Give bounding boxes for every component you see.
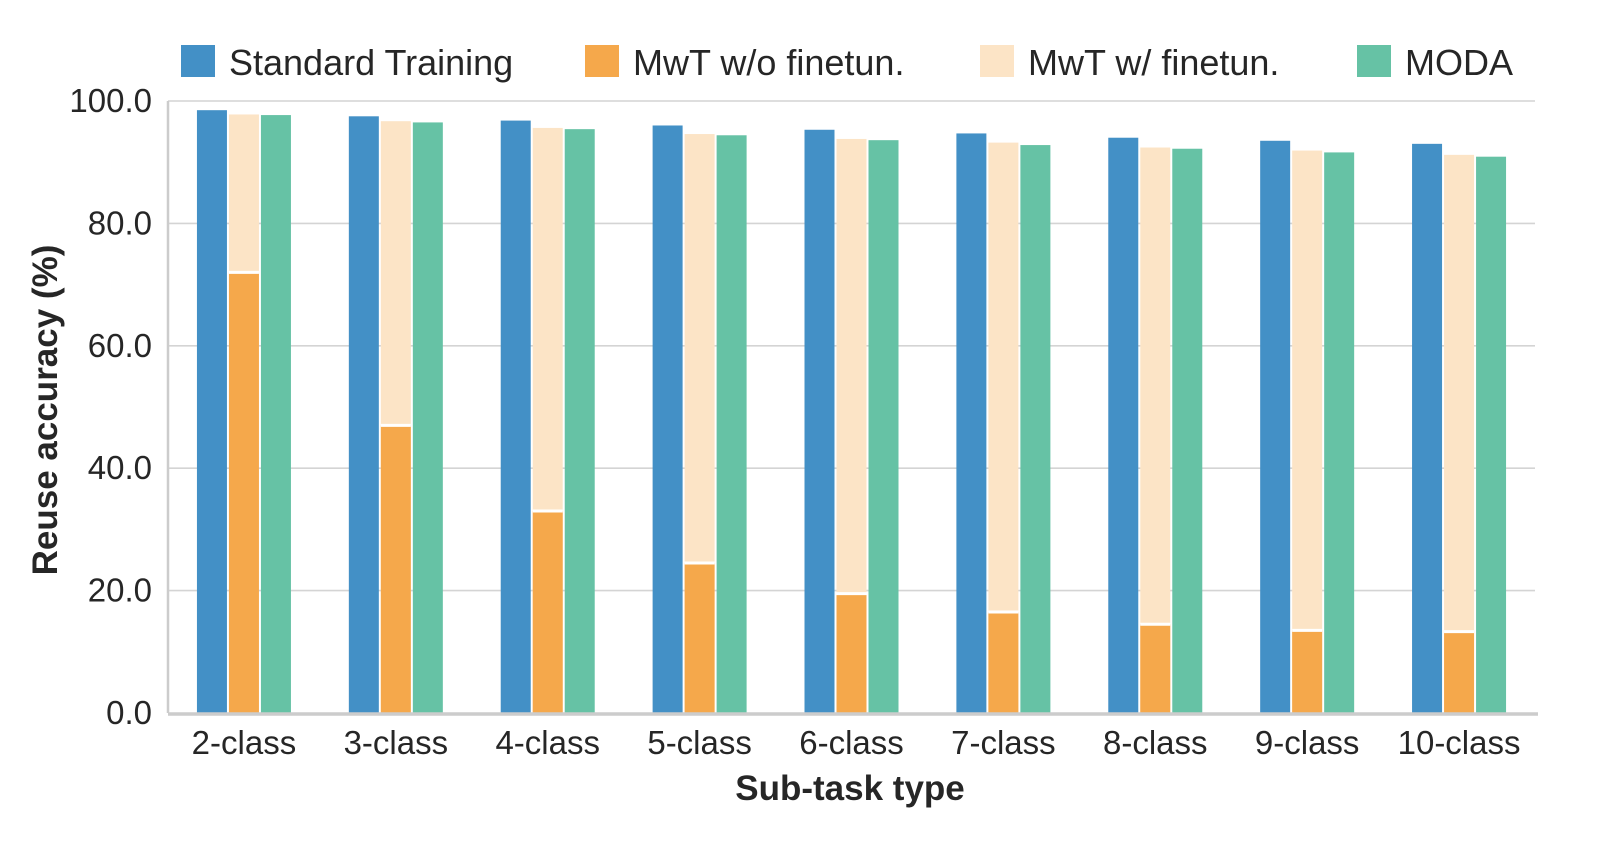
legend-label: MwT w/o finetun. (633, 42, 904, 83)
legend-item: MwT w/ finetun. (980, 42, 1279, 83)
bar-mwt-without-finetuning (988, 612, 1019, 713)
bar-standard-training (804, 129, 835, 713)
legend-label: MwT w/ finetun. (1028, 42, 1279, 83)
bar-moda (868, 140, 899, 714)
bar-moda (1020, 145, 1051, 714)
bar-mwt-without-finetuning (532, 511, 563, 713)
legend-item: MwT w/o finetun. (585, 42, 904, 83)
x-tick-label: 2-class (192, 724, 297, 761)
bar-mwt-without-finetuning (1140, 624, 1171, 713)
bar-group (348, 116, 443, 714)
y-tick-label: 40.0 (88, 449, 152, 486)
bar-moda (564, 129, 595, 714)
bar-group (1260, 140, 1355, 713)
bar-group (196, 110, 291, 714)
bar-standard-training (500, 120, 531, 714)
bar-group (500, 120, 595, 714)
bar-moda (1172, 148, 1203, 714)
bar-moda (260, 115, 291, 714)
bar-mwt-without-finetuning (380, 425, 411, 713)
legend-swatch (181, 45, 215, 77)
bar-mwt-with-finetuning (1292, 150, 1323, 713)
bar-moda (1476, 156, 1507, 713)
legend-swatch (585, 45, 619, 77)
legend-swatch (980, 45, 1014, 77)
bar-mwt-with-finetuning (1444, 154, 1475, 713)
bar-moda (1324, 152, 1355, 713)
bar-group (1412, 143, 1507, 714)
x-tick-label: 4-class (495, 724, 600, 761)
bar-group (652, 125, 747, 714)
x-axis-title: Sub-task type (735, 769, 965, 808)
x-tick-label: 5-class (647, 724, 752, 761)
bars (196, 110, 1507, 714)
y-tick-label: 0.0 (106, 694, 152, 731)
x-tick-label: 8-class (1103, 724, 1208, 761)
axes: 0.0 20.0 40.0 60.0 80.0 100.0 2-class 3-class 4-… (69, 82, 1538, 761)
bar-group (956, 133, 1051, 714)
bar-mwt-without-finetuning (1292, 630, 1323, 713)
bar-standard-training (1260, 140, 1291, 713)
bar-standard-training (652, 125, 683, 714)
x-tick-label: 3-class (344, 724, 449, 761)
legend-item: Standard Training (181, 42, 513, 83)
x-tick-label: 7-class (951, 724, 1056, 761)
bar-standard-training (956, 133, 987, 713)
bar-group (804, 129, 899, 714)
y-tick-label: 100.0 (69, 82, 152, 119)
bar-moda (412, 122, 443, 714)
y-tick-label: 60.0 (88, 327, 152, 364)
bar-mwt-without-finetuning (1444, 631, 1475, 713)
y-tick-label: 80.0 (88, 204, 152, 241)
legend-swatch (1357, 45, 1391, 77)
x-tick-label: 6-class (799, 724, 904, 761)
x-tick-label: 9-class (1255, 724, 1360, 761)
legend-label: MODA (1405, 42, 1513, 83)
legend-item: MODA (1357, 42, 1513, 83)
bar-mwt-without-finetuning (836, 593, 867, 713)
bar-group (1108, 137, 1203, 714)
bar-standard-training (1108, 137, 1139, 714)
y-axis-title: Reuse accuracy (%) (26, 245, 65, 576)
legend-label: Standard Training (229, 42, 513, 83)
bar-standard-training (196, 110, 227, 714)
bar-standard-training (348, 116, 379, 714)
bar-standard-training (1412, 143, 1443, 714)
y-tick-label: 20.0 (88, 572, 152, 609)
x-tick-label: 10-class (1398, 724, 1521, 761)
bar-mwt-without-finetuning (684, 563, 715, 713)
legend: Standard Training MwT w/o finetun. MwT w/ … (181, 42, 1513, 83)
bar-mwt-with-finetuning (1140, 147, 1171, 714)
bar-mwt-without-finetuning (228, 272, 259, 713)
bar-moda (716, 135, 747, 714)
